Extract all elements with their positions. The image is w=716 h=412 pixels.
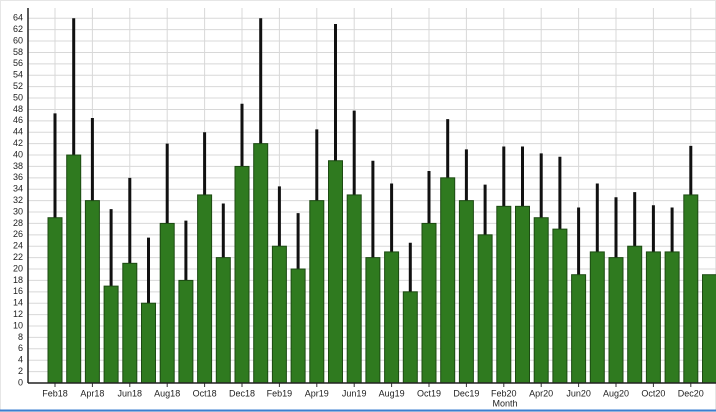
y-tick-label: 56 (13, 58, 23, 68)
y-tick-label: 30 (13, 206, 23, 216)
bar (384, 251, 400, 383)
x-tick-label: Aug20 (603, 388, 629, 398)
bar (627, 245, 643, 383)
bar (103, 285, 119, 383)
y-tick-label: 40 (13, 149, 23, 159)
bar (533, 217, 549, 383)
bar (178, 279, 194, 383)
y-tick-label: 10 (13, 320, 23, 330)
y-tick-label: 44 (13, 127, 23, 137)
bar (309, 200, 325, 383)
y-tick-label: 8 (18, 332, 23, 342)
bar (440, 177, 456, 383)
x-tick-label: Feb19 (267, 388, 293, 398)
bar (571, 274, 587, 383)
bar (515, 205, 530, 383)
x-tick-label: Jun18 (118, 388, 143, 398)
bar (365, 257, 381, 383)
bar (608, 257, 624, 383)
y-tick-label: 16 (13, 286, 23, 296)
bar (215, 257, 231, 383)
x-tick-label: Apr18 (80, 388, 104, 398)
y-tick-label: 64 (13, 13, 23, 23)
y-tick-label: 42 (13, 138, 23, 148)
plot-area (47, 18, 716, 383)
bar (141, 302, 156, 383)
x-tick-label: Oct18 (193, 388, 217, 398)
y-tick-label: 26 (13, 229, 23, 239)
bar (421, 222, 437, 383)
bar (402, 291, 418, 383)
x-tick-label: Dec20 (678, 388, 704, 398)
bar (234, 165, 250, 383)
x-tick-label: Oct20 (641, 388, 665, 398)
x-tick-label: Dec18 (229, 388, 255, 398)
bar (664, 251, 680, 383)
y-tick-label: 54 (13, 70, 23, 80)
y-tick-label: 14 (13, 298, 23, 308)
y-tick-label: 4 (18, 355, 23, 365)
bar (589, 251, 605, 383)
bar (197, 194, 213, 383)
y-tick-label: 12 (13, 309, 23, 319)
bar (346, 194, 362, 383)
y-tick-label: 50 (13, 92, 23, 102)
x-tick-label: Feb20 (491, 388, 517, 398)
y-tick-label: 52 (13, 81, 23, 91)
y-tick-label: 24 (13, 241, 23, 251)
x-axis-title: Month (492, 398, 517, 408)
bar (458, 200, 474, 383)
bar (496, 205, 512, 383)
bar (66, 154, 82, 383)
bar (477, 234, 493, 383)
y-tick-label: 20 (13, 263, 23, 273)
y-tick-label: 2 (18, 366, 23, 376)
y-tick-label: 34 (13, 184, 23, 194)
y-tick-label: 0 (18, 377, 23, 387)
x-tick-label: Feb18 (42, 388, 68, 398)
x-tick-label: Dec19 (453, 388, 479, 398)
y-tick-label: 22 (13, 252, 23, 262)
x-tick-label: Jun20 (566, 388, 591, 398)
bar (328, 160, 343, 383)
y-tick-label: 48 (13, 104, 23, 114)
bar (159, 222, 175, 383)
bar (122, 262, 138, 383)
bar (702, 274, 716, 383)
bar (271, 245, 287, 383)
bar (552, 228, 568, 383)
y-tick-label: 28 (13, 218, 23, 228)
bar (253, 143, 269, 383)
y-tick-label: 36 (13, 172, 23, 182)
y-tick-label: 60 (13, 35, 23, 45)
y-tick-label: 46 (13, 115, 23, 125)
x-tick-label: Aug19 (379, 388, 405, 398)
y-tick-label: 58 (13, 47, 23, 57)
y-tick-label: 18 (13, 275, 23, 285)
x-tick-label: Aug18 (154, 388, 180, 398)
x-tick-label: Apr19 (305, 388, 329, 398)
y-tick-label: 6 (18, 343, 23, 353)
x-tick-label: Jun19 (342, 388, 367, 398)
x-tick-label: Apr20 (529, 388, 553, 398)
y-tick-label: 62 (13, 24, 23, 34)
y-tick-label: 32 (13, 195, 23, 205)
bar (84, 200, 100, 383)
bar (290, 268, 306, 383)
bar (683, 194, 699, 383)
y-tick-label: 38 (13, 161, 23, 171)
bar (47, 217, 63, 383)
bar (645, 251, 661, 383)
x-tick-label: Oct19 (417, 388, 441, 398)
